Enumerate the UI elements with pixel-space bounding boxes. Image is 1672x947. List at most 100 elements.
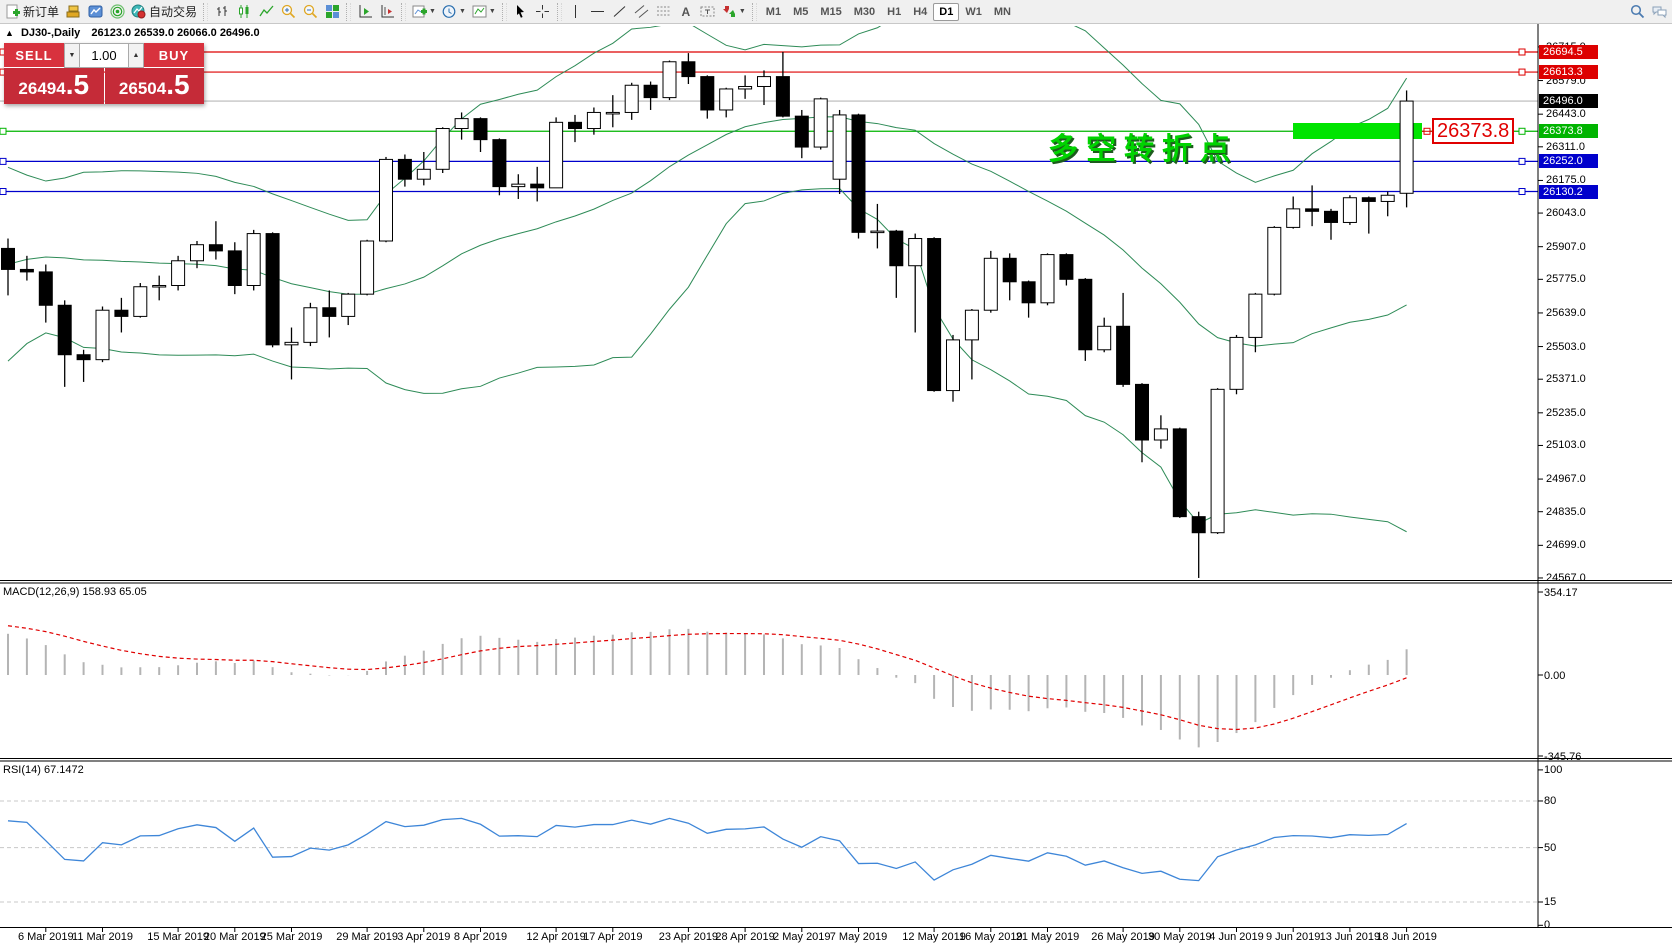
chevron-down-icon: ▼ <box>488 8 496 15</box>
volume-field[interactable]: 1.00 <box>80 43 128 68</box>
buy-price[interactable]: 26504.5 <box>104 68 204 104</box>
timeframe-button-H1[interactable]: H1 <box>887 5 902 18</box>
candlestick-chart-button[interactable] <box>233 2 255 22</box>
price-tick-label: 25103.0 <box>1546 439 1586 452</box>
date-axis-label: 28 Apr 2019 <box>715 931 775 943</box>
new-order-button[interactable]: 新订单 <box>2 2 62 22</box>
cursor-icon <box>517 5 525 18</box>
tile-windows-button[interactable] <box>321 2 343 22</box>
templates-icon <box>472 5 487 18</box>
trendline-button[interactable] <box>609 2 631 22</box>
fibonacci-button[interactable] <box>653 2 675 22</box>
line-chart-button[interactable] <box>255 2 277 22</box>
timeframe-button-M30[interactable]: M30 <box>853 5 876 18</box>
main-pane <box>0 26 1538 578</box>
date-axis-label: 7 May 2019 <box>829 931 888 943</box>
toolbar-separator <box>751 2 757 21</box>
bar-chart-button[interactable] <box>211 2 233 22</box>
price-line-badge: 26613.3 <box>1539 65 1598 80</box>
zoom-in-button[interactable] <box>277 2 299 22</box>
price-flag-label[interactable]: 26373.8 <box>1432 118 1515 144</box>
channel-button[interactable] <box>631 2 653 22</box>
sell-price[interactable]: 26494.5 <box>4 68 104 104</box>
rsi-axis-label: 0 <box>1544 919 1551 932</box>
vertical-line-button[interactable] <box>565 2 587 22</box>
arrows-icon <box>722 6 735 17</box>
chart-shift-button[interactable] <box>376 2 398 22</box>
date-axis-label: 16 May 2019 <box>958 931 1023 943</box>
arrows-button[interactable]: ▼ <box>719 2 749 22</box>
price-line-badge: 26694.5 <box>1539 45 1598 59</box>
line-chart-icon <box>258 5 274 17</box>
cursor-button[interactable] <box>510 2 532 22</box>
search-button[interactable] <box>1626 2 1648 22</box>
timeframe-button-M15[interactable]: M15 <box>820 5 842 18</box>
indicators-button[interactable]: ▼ <box>409 2 439 22</box>
timeframe-button-W1[interactable]: W1 <box>965 5 982 18</box>
ohlc-values: 26123.0 26539.0 26066.0 26496.0 <box>91 27 260 39</box>
horizontal-line-button[interactable] <box>587 2 609 22</box>
toolbar-separator <box>501 2 507 21</box>
timeframe-button-D1[interactable]: D1 <box>933 2 960 21</box>
price-line-badge: 26496.0 <box>1539 94 1598 109</box>
gold-bars-icon <box>66 5 80 18</box>
fibonacci-icon <box>657 6 671 16</box>
buy-price-fraction: .5 <box>166 69 190 100</box>
scroll-to-end-button[interactable] <box>354 2 376 22</box>
chart-shift-icon <box>381 5 394 18</box>
sell-price-fraction: .5 <box>65 69 90 100</box>
chevron-down-icon: ▼ <box>738 8 746 15</box>
rsi-axis-label: 100 <box>1544 764 1563 776</box>
timeframe-button-M5[interactable]: M5 <box>793 5 809 18</box>
date-axis-label: 25 Mar 2019 <box>260 931 323 943</box>
price-tick-label: 25503.0 <box>1546 340 1586 353</box>
tile-windows-icon <box>325 5 339 18</box>
date-axis-label: 8 Apr 2019 <box>453 931 508 943</box>
volume-down-button[interactable]: ▼ <box>64 43 80 68</box>
collapse-panel-icon[interactable]: ▲ <box>5 28 14 38</box>
buy-button[interactable]: BUY <box>144 43 204 68</box>
price-tick-label: 26175.0 <box>1546 174 1586 187</box>
macd-indicator-label: MACD(12,26,9) 158.93 65.05 <box>3 586 147 598</box>
toolbar-separator <box>556 2 562 21</box>
price-line-badge: 26373.8 <box>1539 124 1598 139</box>
text-button[interactable]: A <box>681 4 691 19</box>
sell-button[interactable]: SELL <box>4 43 64 68</box>
timeframe-button-M1[interactable]: M1 <box>765 5 782 18</box>
turning-point-annotation[interactable]: 多空转折点 <box>1048 133 1238 166</box>
market-watch-button[interactable] <box>84 2 106 22</box>
volume-up-button[interactable]: ▲ <box>128 43 144 68</box>
date-axis-label: 9 Jun 2019 <box>1265 931 1321 943</box>
autotrade-button[interactable]: 自动交易 <box>128 2 200 22</box>
timeframe-button-MN[interactable]: MN <box>993 5 1011 18</box>
toolbar-separator <box>203 2 209 21</box>
templates-button[interactable]: ▼ <box>469 2 499 22</box>
date-axis-label: 12 May 2019 <box>902 931 966 943</box>
rsi-axis-label: 80 <box>1544 794 1557 807</box>
chart-area[interactable]: ▲ DJ30-,Daily 26123.0 26539.0 26066.0 26… <box>0 24 1672 947</box>
rsi-indicator-label: RSI(14) 67.1472 <box>3 764 84 776</box>
horizontal-line-icon <box>591 11 605 12</box>
channel-icon <box>635 5 649 18</box>
date-axis-label: 29 Mar 2019 <box>336 931 398 943</box>
date-axis-label: 12 Apr 2019 <box>526 931 586 943</box>
new-order-label: 新订单 <box>23 5 60 19</box>
timeframe-group: M1 M5 M15 M30 H1 H4 D1 W1 MN <box>760 0 1017 24</box>
date-axis-label: 2 May 2019 <box>773 931 831 943</box>
toolbar-separator <box>401 2 407 21</box>
new-order-icon <box>6 4 20 19</box>
date-axis-label: 26 May 2019 <box>1091 931 1155 943</box>
crosshair-button[interactable] <box>532 2 554 22</box>
date-axis-label: 11 Mar 2019 <box>72 931 133 943</box>
zoom-out-button[interactable] <box>299 2 321 22</box>
text-label-icon <box>700 6 715 17</box>
signal-button[interactable] <box>106 2 128 22</box>
timeframe-button-H4[interactable]: H4 <box>913 5 928 18</box>
price-tick-label: 26311.0 <box>1546 140 1585 153</box>
periods-button[interactable]: ▼ <box>439 2 469 22</box>
indicators-icon <box>412 5 428 18</box>
chat-button[interactable] <box>1648 2 1670 22</box>
chevron-down-icon: ▼ <box>429 8 436 15</box>
text-label-button[interactable] <box>697 2 719 22</box>
gold-bars-button[interactable] <box>62 2 84 22</box>
